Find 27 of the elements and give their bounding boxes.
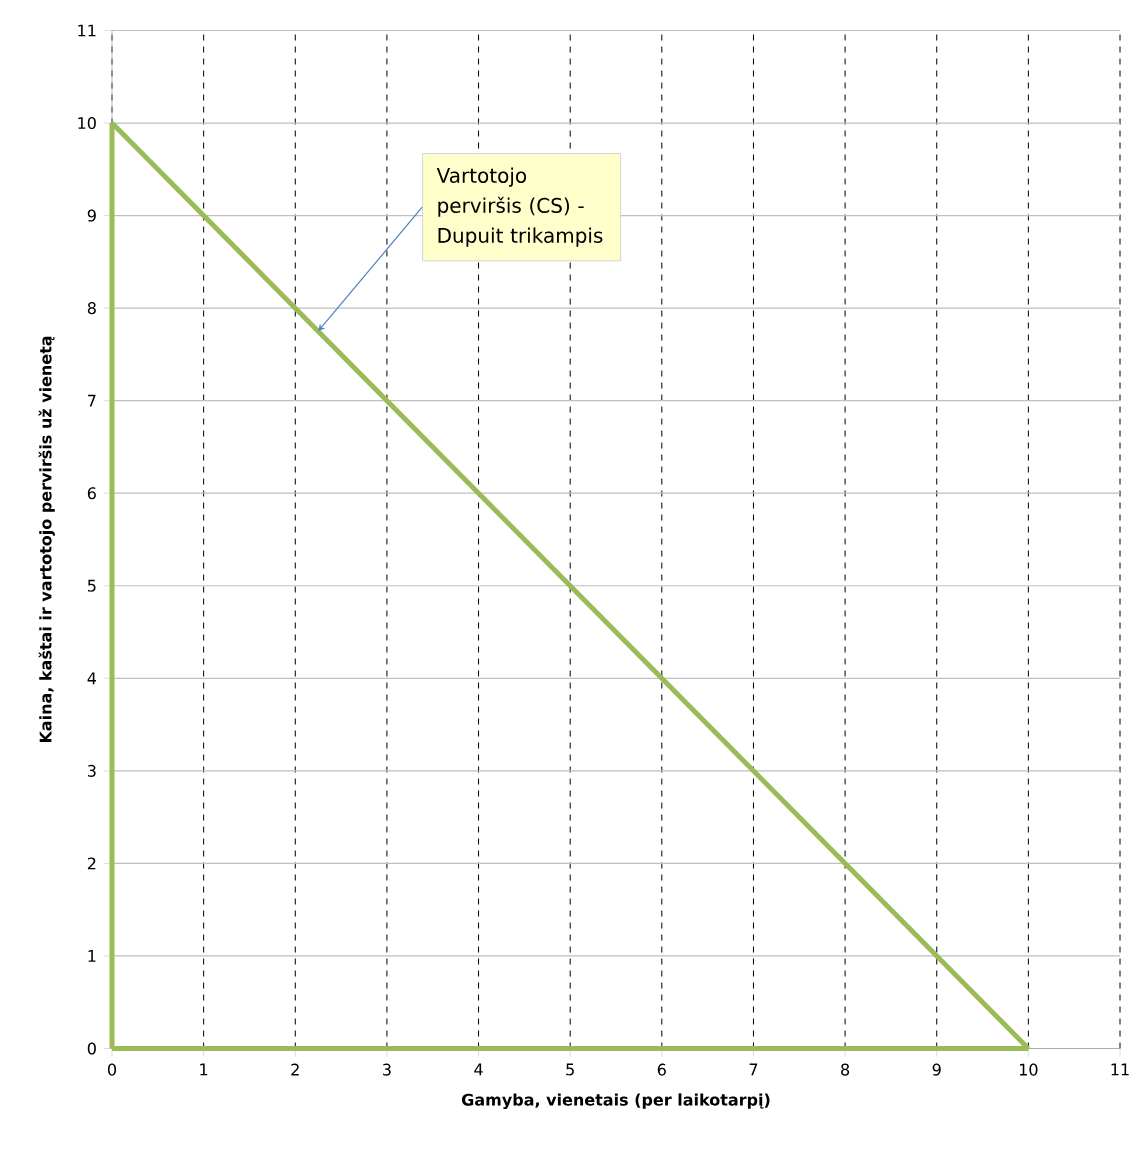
x-tick-label: 11 [1111,1063,1129,1076]
y-tick-label: 6 [87,487,96,500]
x-tick-label: 6 [657,1063,666,1076]
y-tick-label: 4 [87,672,97,685]
x-tick-label: 5 [566,1063,574,1076]
y-tick-label: 11 [78,24,96,37]
x-tick-label: 0 [107,1063,117,1076]
x-tick-label: 7 [749,1063,758,1076]
y-tick-label: 10 [78,116,96,130]
x-tick-label: 4 [474,1063,483,1076]
x-axis-title: Gamyba, vienetais (per laikotarpį) [461,1093,770,1109]
x-tick-label: 3 [383,1063,391,1076]
x-tick-label: 8 [841,1063,850,1076]
y-tick-label: 1 [88,950,96,962]
x-tick-label: 9 [932,1063,941,1076]
x-tick-label: 2 [291,1063,299,1076]
y-tick-label: 2 [87,857,96,870]
x-tick-label: 1 [200,1063,208,1076]
y-tick-label: 3 [87,764,96,777]
y-tick-label: 5 [87,579,96,592]
y-tick-label: 8 [87,302,96,315]
x-tick-label: 10 [1019,1063,1038,1076]
y-tick-label: 0 [87,1042,96,1055]
y-axis-title: Kaina, kaštai ir vartotojo perviršis už vienetą [38,336,55,743]
y-tick-label: 7 [88,394,96,407]
annotation: Vartotojo perviršis (CS) - Dupuit trikampis [436,167,603,247]
y-tick-label: 9 [87,209,96,222]
